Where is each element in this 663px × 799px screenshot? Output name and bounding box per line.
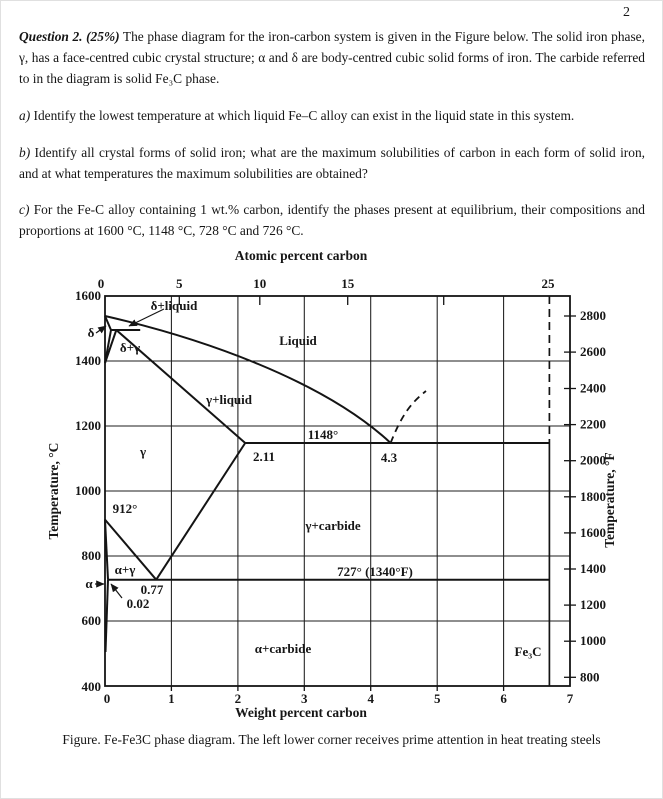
f-tick-1800: 1800	[580, 489, 606, 504]
bottom-axis-labels: 0 1 2 3 4 5 6 7	[104, 691, 574, 706]
part-a-paragraph: a) Identify the lowest temperature at wh…	[19, 106, 645, 127]
question-text-block: Question 2. (25%) The phase diagram for …	[1, 1, 662, 242]
gamma-solidus-line	[115, 329, 246, 445]
c-tick-1000: 1000	[75, 483, 101, 498]
label-delta: δ	[88, 325, 95, 340]
delta-liquid-arrow	[128, 308, 165, 327]
label-gamma-liquid: γ+liquid	[205, 392, 253, 407]
a3-line	[104, 519, 157, 581]
axis-ticks	[170, 296, 576, 692]
c-tick-1200: 1200	[75, 418, 101, 433]
top-tick-25: 25	[542, 276, 556, 291]
top-axis-labels: 0 5 10 15 25	[98, 276, 555, 291]
label-alpha-gamma: α+γ	[115, 562, 136, 577]
label-delta-gamma: δ+γ	[120, 340, 140, 355]
f-tick-2600: 2600	[580, 344, 606, 359]
label-cementite: Fe₃C	[515, 644, 542, 659]
label-727: 727° (1340°F)	[337, 564, 413, 579]
right-axis-labels: 2800 2600 2400 2200 2000 1800 1600 1400 …	[580, 308, 606, 684]
f-tick-1400: 1400	[580, 561, 606, 576]
wt-tick-3: 3	[301, 691, 308, 706]
plot-border	[104, 295, 571, 688]
acm-line	[155, 442, 247, 581]
f-tick-800: 800	[580, 670, 600, 685]
wt-tick-7: 7	[567, 691, 574, 706]
top-tick-15: 15	[341, 276, 355, 291]
wt-tick-1: 1	[168, 691, 175, 706]
annotation-arrows	[95, 308, 165, 599]
phase-boundaries	[104, 315, 550, 653]
c-tick-1400: 1400	[75, 353, 101, 368]
top-tick-0: 0	[98, 276, 105, 291]
f-tick-2800: 2800	[580, 308, 606, 323]
part-a-text: Identify the lowest temperature at which…	[33, 107, 575, 123]
label-liquid: Liquid	[279, 333, 317, 348]
label-delta-liquid: δ+liquid	[151, 298, 198, 313]
label-alpha-carbide: α+carbide	[255, 641, 312, 656]
c-tick-400: 400	[82, 679, 102, 694]
figure-caption: Figure. Fe-Fe3C phase diagram. The left …	[62, 732, 601, 748]
label-0-77: 0.77	[141, 582, 164, 597]
f-tick-1600: 1600	[580, 525, 606, 540]
part-c-text: For the Fe-C alloy containing 1 wt.% car…	[19, 202, 645, 239]
phase-labels: δ+liquid δ δ+γ Liquid γ+liquid 1148° γ 2…	[85, 298, 541, 659]
c-tick-800: 800	[82, 548, 102, 563]
question-number-label: Question 2. (25%)	[19, 29, 120, 44]
question-intro-text: The phase diagram for the iron-carbon sy…	[19, 29, 645, 86]
top-tick-5: 5	[176, 276, 183, 291]
label-4-3: 4.3	[381, 450, 398, 465]
f-tick-2200: 2200	[580, 417, 606, 432]
part-b-label: b)	[19, 144, 31, 160]
liquidus-line	[104, 315, 392, 444]
label-gamma-carbide: γ+carbide	[304, 518, 361, 533]
part-a-label: a)	[19, 107, 31, 123]
liquidus-extension-dashed	[389, 390, 427, 444]
label-gamma: γ	[139, 444, 146, 459]
wt-tick-0: 0	[104, 691, 111, 706]
label-alpha: α	[85, 576, 93, 591]
f-tick-1200: 1200	[580, 597, 606, 612]
wt-tick-6: 6	[500, 691, 507, 706]
phase-diagram-chart: Atomic percent carbon Weight percent car…	[46, 248, 617, 720]
page-number: 2	[623, 5, 630, 20]
delta-arrow	[95, 325, 107, 334]
part-c-label: c)	[19, 202, 30, 218]
label-2-11: 2.11	[253, 449, 275, 464]
left-axis-title: Temperature, °C	[46, 443, 61, 540]
bottom-axis-title: Weight percent carbon	[235, 705, 367, 720]
wt-tick-2: 2	[235, 691, 242, 706]
alpha-gamma-left-boundary	[104, 519, 109, 580]
top-tick-10: 10	[253, 276, 266, 291]
gamma-peritectic-boundary	[104, 329, 118, 364]
c-tick-600: 600	[82, 613, 102, 628]
c-tick-1600: 1600	[75, 288, 101, 303]
question-intro-paragraph: Question 2. (25%) The phase diagram for …	[19, 27, 645, 90]
label-1148: 1148°	[308, 427, 338, 442]
label-0-02: 0.02	[127, 596, 150, 611]
delta-solidus-line	[104, 315, 112, 331]
top-axis-title: Atomic percent carbon	[235, 248, 368, 263]
f-tick-1000: 1000	[580, 633, 606, 648]
alpha-solubility-arrow	[110, 583, 123, 599]
figure: Atomic percent carbon Weight percent car…	[1, 244, 662, 748]
label-912: 912°	[113, 501, 138, 516]
part-b-text: Identify all crystal forms of solid iron…	[19, 144, 645, 181]
right-axis-title: Temperature, °F	[602, 453, 617, 548]
part-b-paragraph: b) Identify all crystal forms of solid i…	[19, 143, 645, 185]
wt-tick-5: 5	[434, 691, 441, 706]
f-tick-2000: 2000	[580, 453, 606, 468]
gridlines	[105, 296, 570, 687]
part-c-paragraph: c) For the Fe-C alloy containing 1 wt.% …	[19, 200, 645, 242]
wt-tick-4: 4	[367, 691, 374, 706]
left-axis-labels: 1600 1400 1200 1000 800 600 400	[75, 288, 101, 694]
f-tick-2400: 2400	[580, 381, 606, 396]
alpha-solvus-line	[104, 579, 109, 653]
